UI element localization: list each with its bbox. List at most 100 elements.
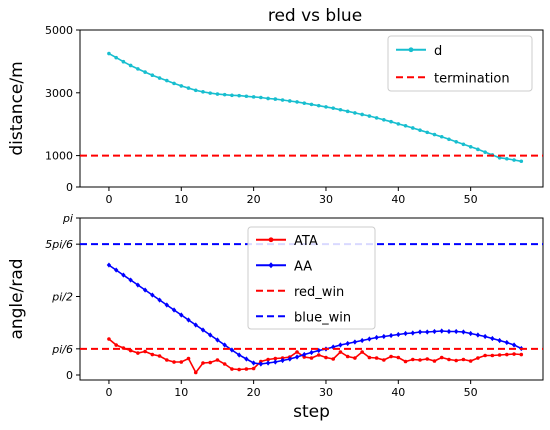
legend-box — [247, 226, 376, 330]
data-point-d — [280, 98, 285, 102]
data-point-AA — [453, 328, 459, 335]
x-tick-label: 20 — [247, 193, 261, 206]
data-point-AA — [504, 339, 510, 346]
data-point-ATA — [382, 358, 386, 362]
data-point-AA — [381, 333, 387, 340]
data-point-AA — [251, 360, 256, 366]
data-point-AA — [403, 330, 408, 337]
data-point-d — [519, 159, 524, 164]
x-tick-label: 30 — [319, 193, 333, 206]
data-point-d — [179, 84, 184, 88]
data-point-AA — [374, 334, 379, 341]
data-point-ATA — [201, 361, 205, 365]
data-point-ATA — [468, 359, 473, 363]
data-point-AA — [135, 282, 141, 288]
y-tick-label: pi/2 — [51, 291, 73, 304]
data-point-AA — [497, 337, 502, 344]
data-point-AA — [265, 360, 271, 366]
data-point-AA — [258, 361, 264, 367]
data-point-ATA — [345, 354, 350, 359]
data-point-ATA — [251, 366, 256, 371]
data-point-ATA — [512, 352, 516, 356]
legend-label-d: d — [434, 44, 442, 59]
angle-panel: 0 10 20 30 40 50 0 pi/6 pi/2 5pi/6 pi angle/rad step… — [7, 212, 544, 422]
data-point-AA — [200, 327, 206, 333]
data-point-d — [237, 93, 241, 98]
data-point-ATA — [410, 357, 415, 362]
data-point-ATA — [324, 355, 328, 360]
data-point-d — [389, 119, 393, 124]
data-point-ATA — [425, 357, 430, 361]
data-point-AA — [352, 339, 358, 345]
data-point-ATA — [454, 358, 458, 363]
distance-panel: 0 10 20 30 40 50 0 1000 3000 5000 distance/m d termi… — [7, 24, 544, 206]
series-line-AA — [108, 264, 522, 365]
data-point-d — [345, 109, 350, 114]
data-point-ATA — [309, 356, 314, 360]
data-point-d — [439, 134, 444, 139]
data-point-AA — [490, 335, 495, 342]
data-point-d — [172, 81, 176, 86]
data-point-d — [193, 88, 198, 93]
data-point-AA — [446, 328, 452, 335]
data-point-ATA — [396, 355, 401, 360]
data-point-d — [165, 78, 169, 83]
legend-label-AA: AA — [294, 259, 312, 274]
data-point-d — [483, 150, 487, 154]
data-point-AA — [417, 329, 423, 335]
data-point-ATA — [172, 360, 176, 364]
figure-title: red vs blue — [268, 6, 362, 26]
data-point-d — [251, 95, 256, 99]
legend-label-termination: termination — [434, 71, 510, 86]
data-point-d — [309, 102, 314, 107]
data-point-AA — [215, 337, 220, 343]
data-point-ATA — [143, 349, 147, 354]
data-point-d — [244, 94, 249, 99]
legend-label-ATA: ATA — [294, 234, 318, 249]
data-point-ATA — [266, 357, 270, 362]
legend-label-red_win: red_win — [294, 285, 344, 300]
data-point-d — [259, 95, 263, 100]
data-point-AA — [229, 347, 235, 353]
data-point-d — [230, 93, 234, 98]
series-line-ATA — [108, 338, 522, 374]
data-point-AA — [367, 336, 372, 342]
x-tick-label: 50 — [464, 386, 478, 399]
data-point-AA — [186, 317, 191, 323]
data-point-AA — [461, 329, 466, 335]
x-tick-label: 40 — [391, 386, 405, 399]
data-point-AA — [280, 357, 285, 364]
data-point-d — [476, 147, 480, 152]
data-point-d — [136, 67, 140, 71]
data-point-ATA — [403, 359, 408, 364]
data-point-ATA — [519, 352, 524, 357]
data-point-AA — [236, 352, 242, 358]
data-point-d — [157, 76, 162, 80]
data-point-d — [324, 105, 328, 109]
data-point-d — [186, 86, 191, 90]
data-point-ATA — [389, 354, 393, 359]
data-point-AA — [106, 262, 112, 268]
data-point-ATA — [505, 352, 509, 357]
data-point-d — [222, 92, 227, 97]
plot-frame — [79, 217, 544, 381]
data-point-d — [215, 92, 220, 96]
data-point-d — [128, 63, 133, 68]
y-axis-label: distance/m — [7, 61, 27, 155]
data-point-ATA — [186, 356, 191, 361]
x-tick-label: 30 — [319, 386, 333, 399]
data-point-d — [425, 130, 430, 135]
legend-marker — [268, 237, 274, 243]
legend: ATA AA red_win blue_win — [247, 226, 376, 330]
data-point-ATA — [316, 353, 321, 357]
y-tick-label: 0 — [66, 181, 73, 194]
data-point-d — [447, 137, 451, 142]
data-point-AA — [475, 332, 481, 338]
data-point-ATA — [222, 362, 227, 366]
data-point-AA — [121, 272, 126, 278]
data-point-ATA — [244, 367, 249, 371]
data-point-AA — [338, 342, 343, 348]
data-point-ATA — [157, 354, 162, 358]
data-point-d — [302, 101, 307, 105]
data-point-AA — [511, 342, 517, 348]
